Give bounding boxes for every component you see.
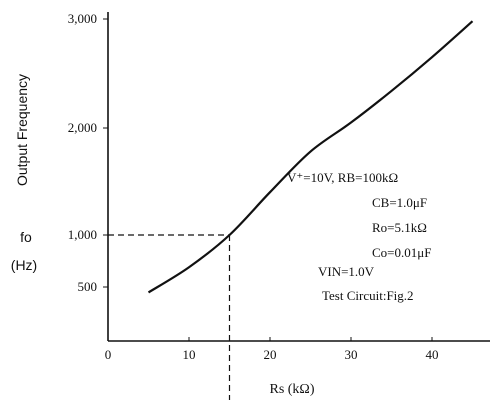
x-tick-label: 10: [183, 347, 196, 362]
y-axis-symbol: fo: [20, 229, 32, 245]
y-tick-label: 3,000: [68, 11, 97, 26]
x-axis-title: Rs (kΩ): [269, 382, 314, 397]
guide-lines: [108, 234, 231, 400]
series-group: [147, 20, 474, 294]
x-tick-label: 40: [426, 347, 439, 362]
y-tick-label: 500: [78, 279, 98, 294]
y-tick-label: 1,000: [68, 227, 97, 242]
y-axis-unit: (Hz): [11, 257, 37, 273]
condition-line-1: V⁺=10V, RB=100kΩ: [287, 170, 398, 185]
x-tick-label: 20: [264, 347, 277, 362]
x-tick-label: 0: [105, 347, 112, 362]
condition-line-5: VIN=1.0V: [318, 264, 375, 279]
y-axis-title: Output Frequency: [14, 74, 30, 186]
condition-line-3: Ro=5.1kΩ: [372, 220, 427, 235]
x-tick-label: 30: [345, 347, 358, 362]
condition-line-6: Test Circuit:Fig.2: [322, 288, 414, 303]
condition-line-4: Co=0.01μF: [372, 245, 431, 260]
y-tick-label: 2,000: [68, 120, 97, 135]
ticks: [103, 18, 433, 341]
condition-line-2: CB=1.0μF: [372, 195, 427, 210]
series-line-0: [147, 20, 474, 294]
